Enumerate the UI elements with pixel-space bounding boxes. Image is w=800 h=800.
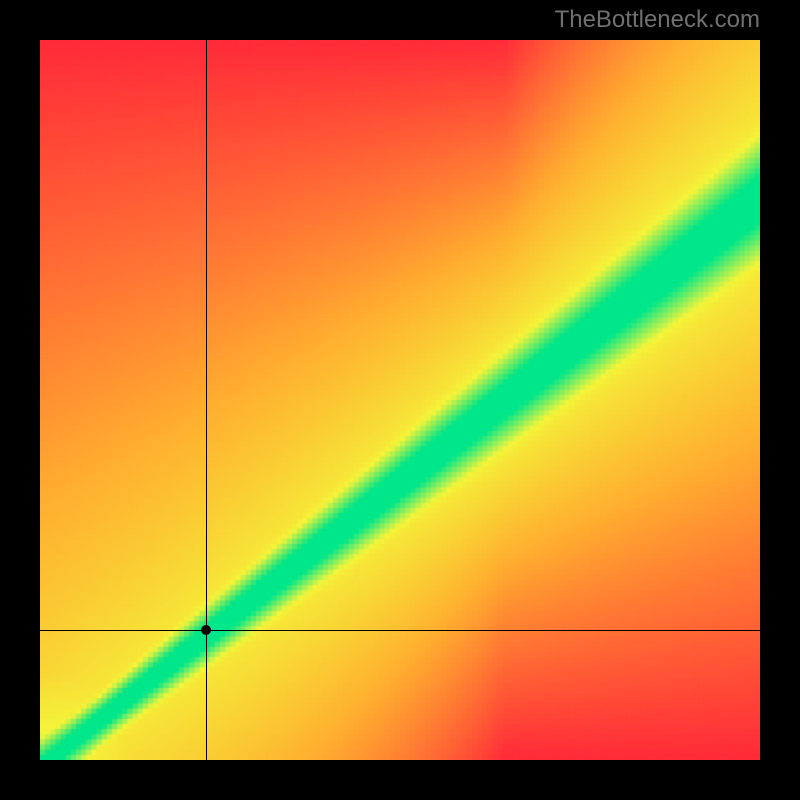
crosshair-horizontal bbox=[40, 630, 760, 631]
crosshair-vertical bbox=[206, 40, 207, 760]
bottleneck-heatmap bbox=[40, 40, 760, 760]
watermark-text: TheBottleneck.com bbox=[555, 6, 760, 34]
marker-dot bbox=[201, 625, 211, 635]
plot-area bbox=[40, 40, 760, 760]
